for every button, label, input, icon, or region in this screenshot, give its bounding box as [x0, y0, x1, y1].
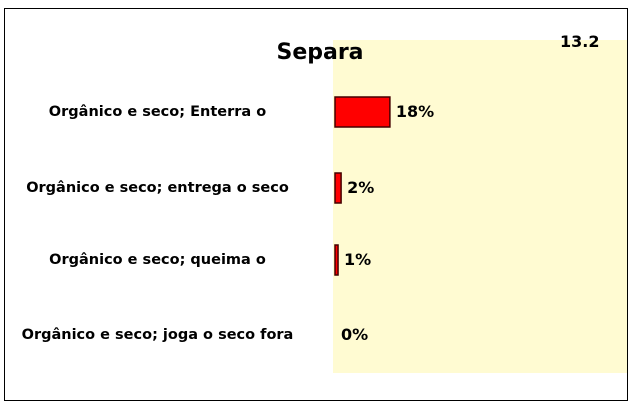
bar — [334, 96, 391, 128]
value-label: 1% — [344, 250, 372, 269]
value-label: 0% — [341, 325, 369, 344]
bar — [334, 244, 339, 276]
bar — [334, 172, 342, 204]
annotation: 13.2 — [560, 32, 600, 51]
value-label: 2% — [347, 178, 375, 197]
category-label: Orgânico e seco; entrega o seco — [26, 180, 289, 196]
frame — [4, 8, 628, 401]
category-label: Orgânico e seco; queima o — [49, 252, 266, 268]
plot-area — [333, 40, 627, 373]
category-label: Orgânico e seco; Enterra o — [48, 104, 267, 120]
chart-title: Separa — [276, 40, 364, 65]
category-label: Orgânico e seco; joga o seco fora — [21, 327, 294, 343]
value-label: 18% — [395, 102, 435, 121]
